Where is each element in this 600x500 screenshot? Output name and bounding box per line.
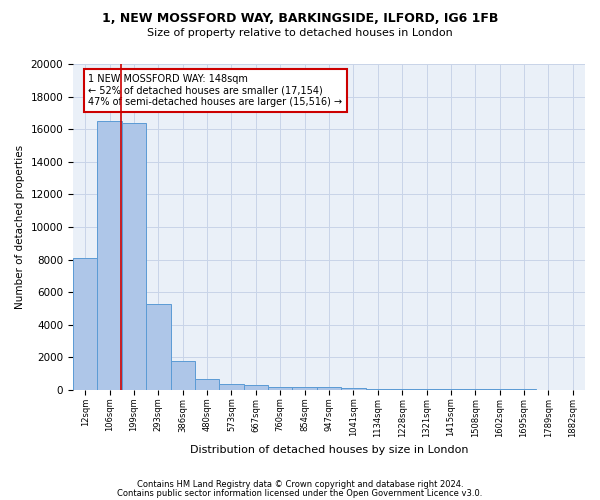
Bar xyxy=(220,384,244,390)
Text: Contains public sector information licensed under the Open Government Licence v3: Contains public sector information licen… xyxy=(118,488,482,498)
Text: Contains HM Land Registry data © Crown copyright and database right 2024.: Contains HM Land Registry data © Crown c… xyxy=(137,480,463,489)
Bar xyxy=(317,388,341,390)
Text: 1, NEW MOSSFORD WAY, BARKINGSIDE, ILFORD, IG6 1FB: 1, NEW MOSSFORD WAY, BARKINGSIDE, ILFORD… xyxy=(102,12,498,26)
Text: Size of property relative to detached houses in London: Size of property relative to detached ho… xyxy=(147,28,453,38)
Bar xyxy=(122,122,146,390)
Bar xyxy=(73,258,97,390)
Bar xyxy=(97,121,122,390)
Bar xyxy=(292,387,317,390)
Bar xyxy=(365,388,390,390)
Text: 1 NEW MOSSFORD WAY: 148sqm
← 52% of detached houses are smaller (17,154)
47% of : 1 NEW MOSSFORD WAY: 148sqm ← 52% of deta… xyxy=(88,74,343,107)
Bar xyxy=(146,304,170,390)
Bar xyxy=(244,386,268,390)
Bar xyxy=(341,388,365,390)
Bar xyxy=(390,389,415,390)
Bar xyxy=(268,386,292,390)
Bar xyxy=(195,380,220,390)
Y-axis label: Number of detached properties: Number of detached properties xyxy=(15,145,25,309)
X-axis label: Distribution of detached houses by size in London: Distribution of detached houses by size … xyxy=(190,445,468,455)
Bar xyxy=(415,389,439,390)
Bar xyxy=(170,362,195,390)
